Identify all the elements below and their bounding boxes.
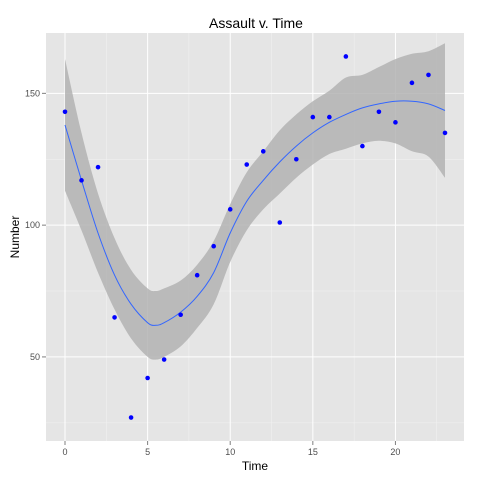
data-point <box>294 156 299 162</box>
data-point <box>211 243 216 249</box>
y-tick-label: 150 <box>25 88 40 98</box>
x-tick-label: 15 <box>308 447 318 457</box>
data-point <box>79 178 84 183</box>
data-point <box>145 375 150 381</box>
confidence-band <box>65 43 445 360</box>
data-point <box>277 220 283 225</box>
data-point <box>426 72 431 78</box>
x-axis: 0 5 10 15 20 <box>62 441 400 457</box>
data-point <box>178 312 183 318</box>
x-tick-label: 0 <box>62 447 67 457</box>
data-point <box>393 120 398 125</box>
data-point <box>194 272 200 278</box>
data-point <box>442 130 448 136</box>
y-tick-label: 50 <box>30 352 40 362</box>
x-tick-label: 5 <box>145 447 150 457</box>
data-point <box>310 114 316 120</box>
data-point <box>128 415 134 420</box>
data-point <box>62 109 68 115</box>
chart-title: Assault v. Time <box>209 15 303 31</box>
data-point <box>244 162 250 167</box>
data-points <box>62 54 448 420</box>
x-axis-title: Time <box>242 459 269 473</box>
x-tick-label: 10 <box>225 447 235 457</box>
data-point <box>343 54 349 59</box>
smooth-line <box>64 100 446 326</box>
data-point <box>227 207 233 212</box>
data-point <box>409 80 415 86</box>
data-point <box>360 143 365 149</box>
data-point <box>95 164 101 170</box>
data-point <box>112 315 117 320</box>
data-point <box>376 109 382 115</box>
data-point <box>327 114 332 120</box>
y-axis-title: Number <box>8 216 22 259</box>
data-point <box>161 357 167 362</box>
data-point <box>260 149 266 154</box>
y-tick-label: 100 <box>25 220 40 230</box>
x-tick-label: 20 <box>390 447 400 457</box>
y-axis: 50 100 150 <box>25 88 46 362</box>
